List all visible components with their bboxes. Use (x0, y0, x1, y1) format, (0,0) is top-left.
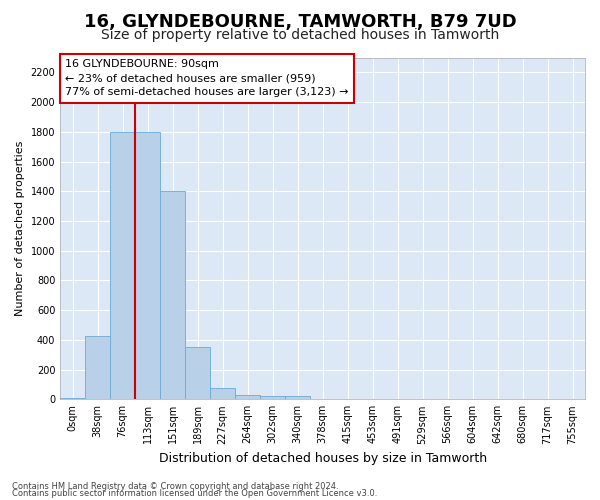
Text: 16 GLYNDEBOURNE: 90sqm
← 23% of detached houses are smaller (959)
77% of semi-de: 16 GLYNDEBOURNE: 90sqm ← 23% of detached… (65, 59, 349, 97)
Text: Contains public sector information licensed under the Open Government Licence v3: Contains public sector information licen… (12, 489, 377, 498)
X-axis label: Distribution of detached houses by size in Tamworth: Distribution of detached houses by size … (158, 452, 487, 465)
Bar (85, 336, 110, 400)
Text: 16, GLYNDEBOURNE, TAMWORTH, B79 7UD: 16, GLYNDEBOURNE, TAMWORTH, B79 7UD (83, 12, 517, 30)
Text: Contains HM Land Registry data © Crown copyright and database right 2024.: Contains HM Land Registry data © Crown c… (12, 482, 338, 491)
Bar (110, 132, 135, 400)
Text: Size of property relative to detached houses in Tamworth: Size of property relative to detached ho… (101, 28, 499, 42)
Bar (60, 398, 85, 400)
Bar (285, 396, 310, 400)
Bar (235, 395, 260, 400)
Bar (160, 191, 185, 400)
Bar (185, 348, 210, 400)
Bar (135, 132, 160, 400)
Bar (260, 396, 285, 400)
Bar (210, 388, 235, 400)
Y-axis label: Number of detached properties: Number of detached properties (15, 140, 25, 316)
